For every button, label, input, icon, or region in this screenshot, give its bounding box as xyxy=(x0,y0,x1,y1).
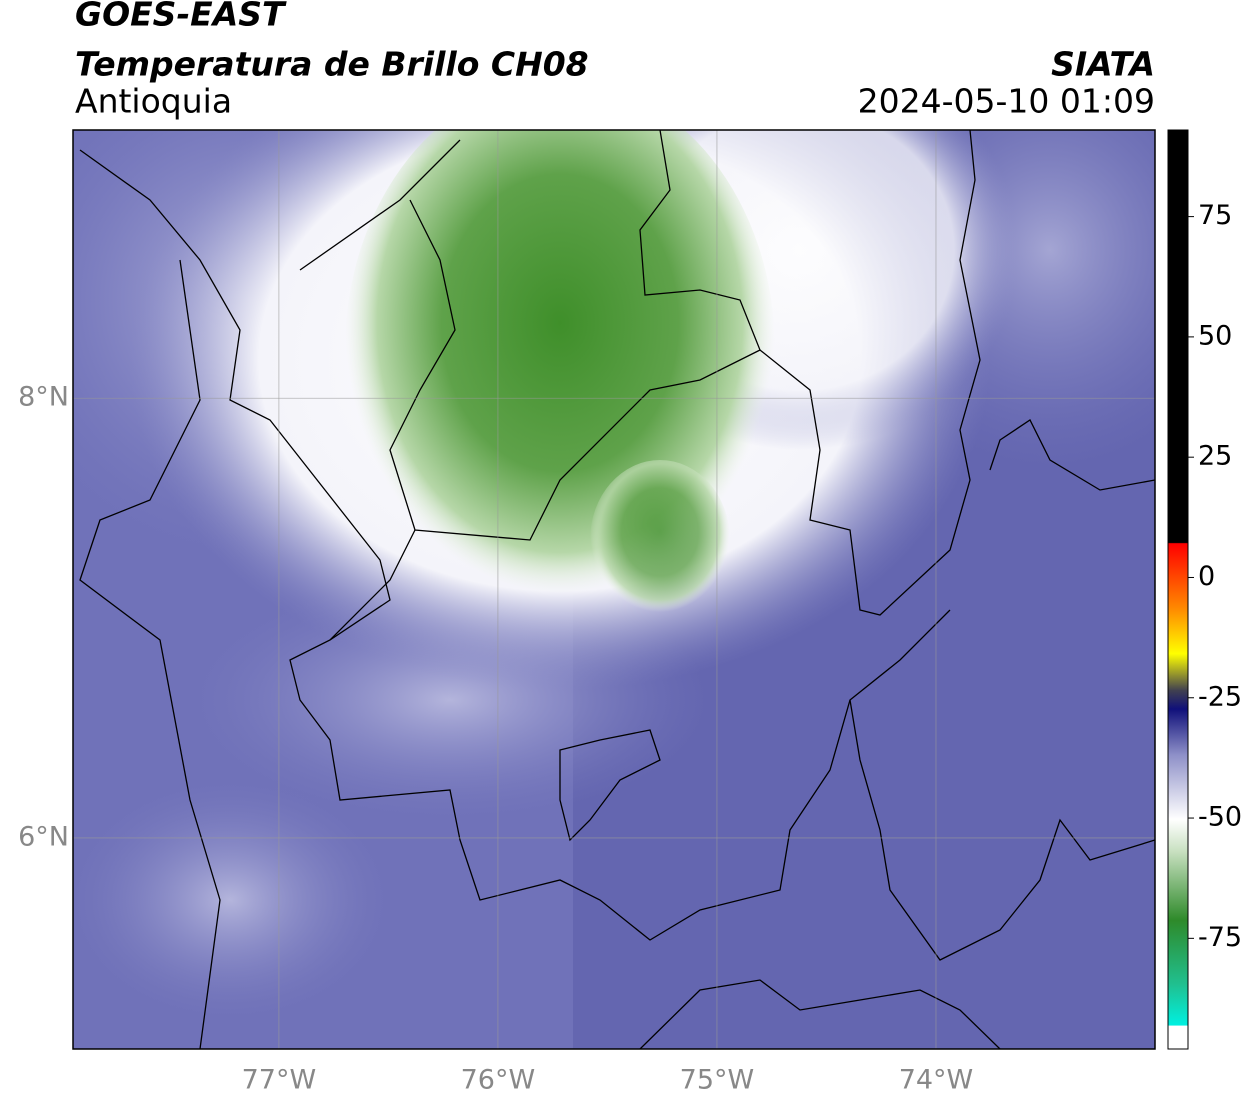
map-image xyxy=(73,130,1155,1049)
colorbar-tick-label: -75 xyxy=(1198,922,1242,953)
y-tick-label: 6°N xyxy=(18,821,69,852)
map-frame xyxy=(72,129,1156,1050)
borders xyxy=(79,130,1155,1049)
source: SIATA xyxy=(1051,45,1155,84)
region: Antioquia xyxy=(75,82,232,121)
colorbar-tick-label: -50 xyxy=(1198,802,1242,833)
colorbar-tick-label: 25 xyxy=(1198,441,1232,472)
y-tick-label: 8°N xyxy=(18,382,69,413)
x-tick-label: 75°W xyxy=(680,1065,755,1096)
colorbar-axis: 75 50 25 0 -25 -50 -75 xyxy=(1188,200,1242,953)
x-tick-label: 76°W xyxy=(461,1065,536,1096)
colorbar-tick-label: 0 xyxy=(1198,561,1215,592)
colorbar xyxy=(1167,129,1189,1050)
x-tick-label: 77°W xyxy=(242,1065,317,1096)
title: GOES-EAST xyxy=(75,0,287,34)
gridlines xyxy=(73,130,1155,1049)
colorbar-tick-label: 50 xyxy=(1198,320,1232,351)
x-tick-label: 74°W xyxy=(899,1065,974,1096)
colorbar-tick-label: 75 xyxy=(1198,200,1232,231)
axes: 77°W 76°W 75°W 74°W 8°N 6°N xyxy=(18,382,973,1096)
datetime: 2024-05-10 01:09 xyxy=(858,82,1155,121)
colorbar-tick-label: -25 xyxy=(1198,681,1242,712)
subtitle: Temperatura de Brillo CH08 xyxy=(75,45,589,84)
